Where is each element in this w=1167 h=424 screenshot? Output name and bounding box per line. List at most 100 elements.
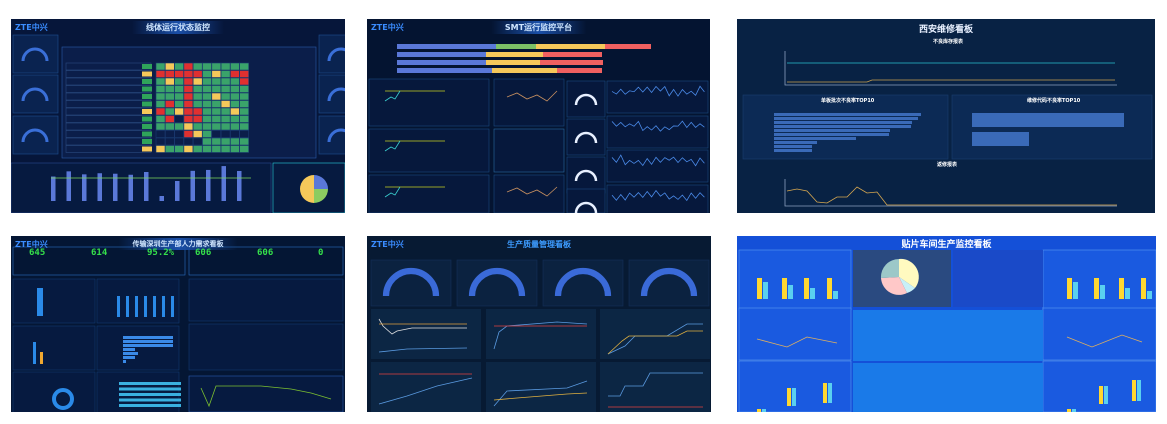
chart-card [12,278,96,324]
series-line [1066,334,1143,348]
stacked-bar-segment [486,52,543,57]
bar [144,171,149,201]
zte-logo: ZTE中兴 [15,23,48,32]
pie-slice [880,258,899,278]
bar [144,296,147,317]
floor-3d-view [853,363,1043,412]
hbar [123,336,173,339]
heatmap-cell [239,145,249,153]
heatmap-cell [230,137,240,146]
bar [787,388,791,406]
heatmap-cell [155,145,166,153]
dashboard-thumbnail-quality[interactable]: ZTE中兴 生产质量管理看板 [367,236,711,412]
chart-card [606,80,709,114]
heatmap-cell [230,100,240,108]
hbar [119,393,181,396]
dashboard-thumbnail-smt-platform[interactable]: ZTE中兴 SMT运行监控平台 [367,19,710,213]
heatmap-cell [165,115,175,123]
dashboard-title: 传输深圳生产部人力需求看板 [118,238,238,250]
gauge-arc [21,87,49,102]
kpi-value: 614 [91,248,108,258]
gauge-card [542,259,624,307]
hbar [123,340,173,343]
bar [51,176,56,201]
hbar [774,133,889,136]
bar [82,174,87,201]
zte-logo: ZTE中兴 [371,23,404,32]
heatmap-cell [239,130,249,138]
bar [1147,291,1152,299]
heatmap-cell [165,107,175,116]
chart-card [368,128,490,173]
bar [833,291,838,299]
bar [153,296,156,317]
repair-graphics [742,51,1153,207]
heatmap-cell [202,77,212,86]
hbar [123,344,173,347]
axis [784,179,1117,207]
heatmap-cell [192,115,203,123]
heatmap-cell [174,145,184,153]
heatmap-cell [211,62,222,71]
bar [128,174,133,201]
chart-card [606,115,709,149]
series-line [384,140,401,152]
dashboard-thumbnail-manpower[interactable]: ZTE中兴 传输深圳生产部人力需求看板 645 614 95.2% 606 60… [11,236,345,412]
heatmap-cell [202,107,212,116]
stacked-bar-segment [397,68,492,73]
heatmap-cell [202,85,212,93]
heatmap-cell [192,107,203,116]
heatmap-cell [239,137,249,146]
gauge-arc [21,128,49,143]
heatmap-cell [202,100,212,108]
gauge-card [566,188,606,213]
heatmap-cell [155,137,166,146]
heatmap-cell [220,107,231,116]
hbar [774,113,921,116]
heatmap-cell [239,100,249,108]
stacked-bar-segment [397,60,486,65]
heatmap-cell [230,107,240,116]
gauge-arc [574,201,598,213]
gauge-arc [382,267,440,297]
table-panel [188,278,344,322]
heatmap-cell [211,130,222,138]
heatmap-cell [155,130,166,138]
bar [97,173,102,201]
dashboard-thumbnail-line-status[interactable]: ZTE中兴 线体运行状态监控 [11,19,345,213]
heatmap-cell [202,130,212,138]
bar [1094,278,1099,299]
hbar [774,129,890,132]
chart-panel [738,249,852,311]
bar [33,342,36,364]
chart-card [368,78,490,127]
bar [757,409,761,412]
heatmap-cell [220,122,231,131]
heatmap-cell [202,115,212,123]
heatmap-cell [220,77,231,86]
progress-cell [142,101,152,107]
heatmap-cell [239,92,249,101]
gauge-card [566,118,606,156]
series-line [506,90,558,102]
heatmap-cell [183,122,194,131]
heatmap-cell [174,115,184,123]
heatmap-cell [183,115,194,123]
heatmap-cell [230,92,240,101]
bar [126,296,129,317]
line-chart-panel [188,375,344,412]
dashboard-title: SMT运行监控平台 [490,21,587,34]
dashboard-thumbnail-smt-workshop[interactable]: 贴片车间生产监控看板 [737,236,1156,412]
progress-cell [142,94,152,99]
dashboard-thumbnail-xian-repair[interactable]: 西安维修看板 不良库存报表 单板批次不良率TOP10 维修代码不良率TOP10 … [737,19,1155,213]
dashboard-title: 线体运行状态监控 [132,21,224,34]
gauge-arc [554,267,612,297]
bar [1067,278,1072,299]
pie-slice [300,175,314,203]
stacked-bar-segment [486,60,540,65]
progress-cell [142,139,152,144]
bar-chart-panel [11,162,272,213]
heatmap-cell [192,145,203,153]
series-line [378,377,473,405]
bar [190,170,195,201]
